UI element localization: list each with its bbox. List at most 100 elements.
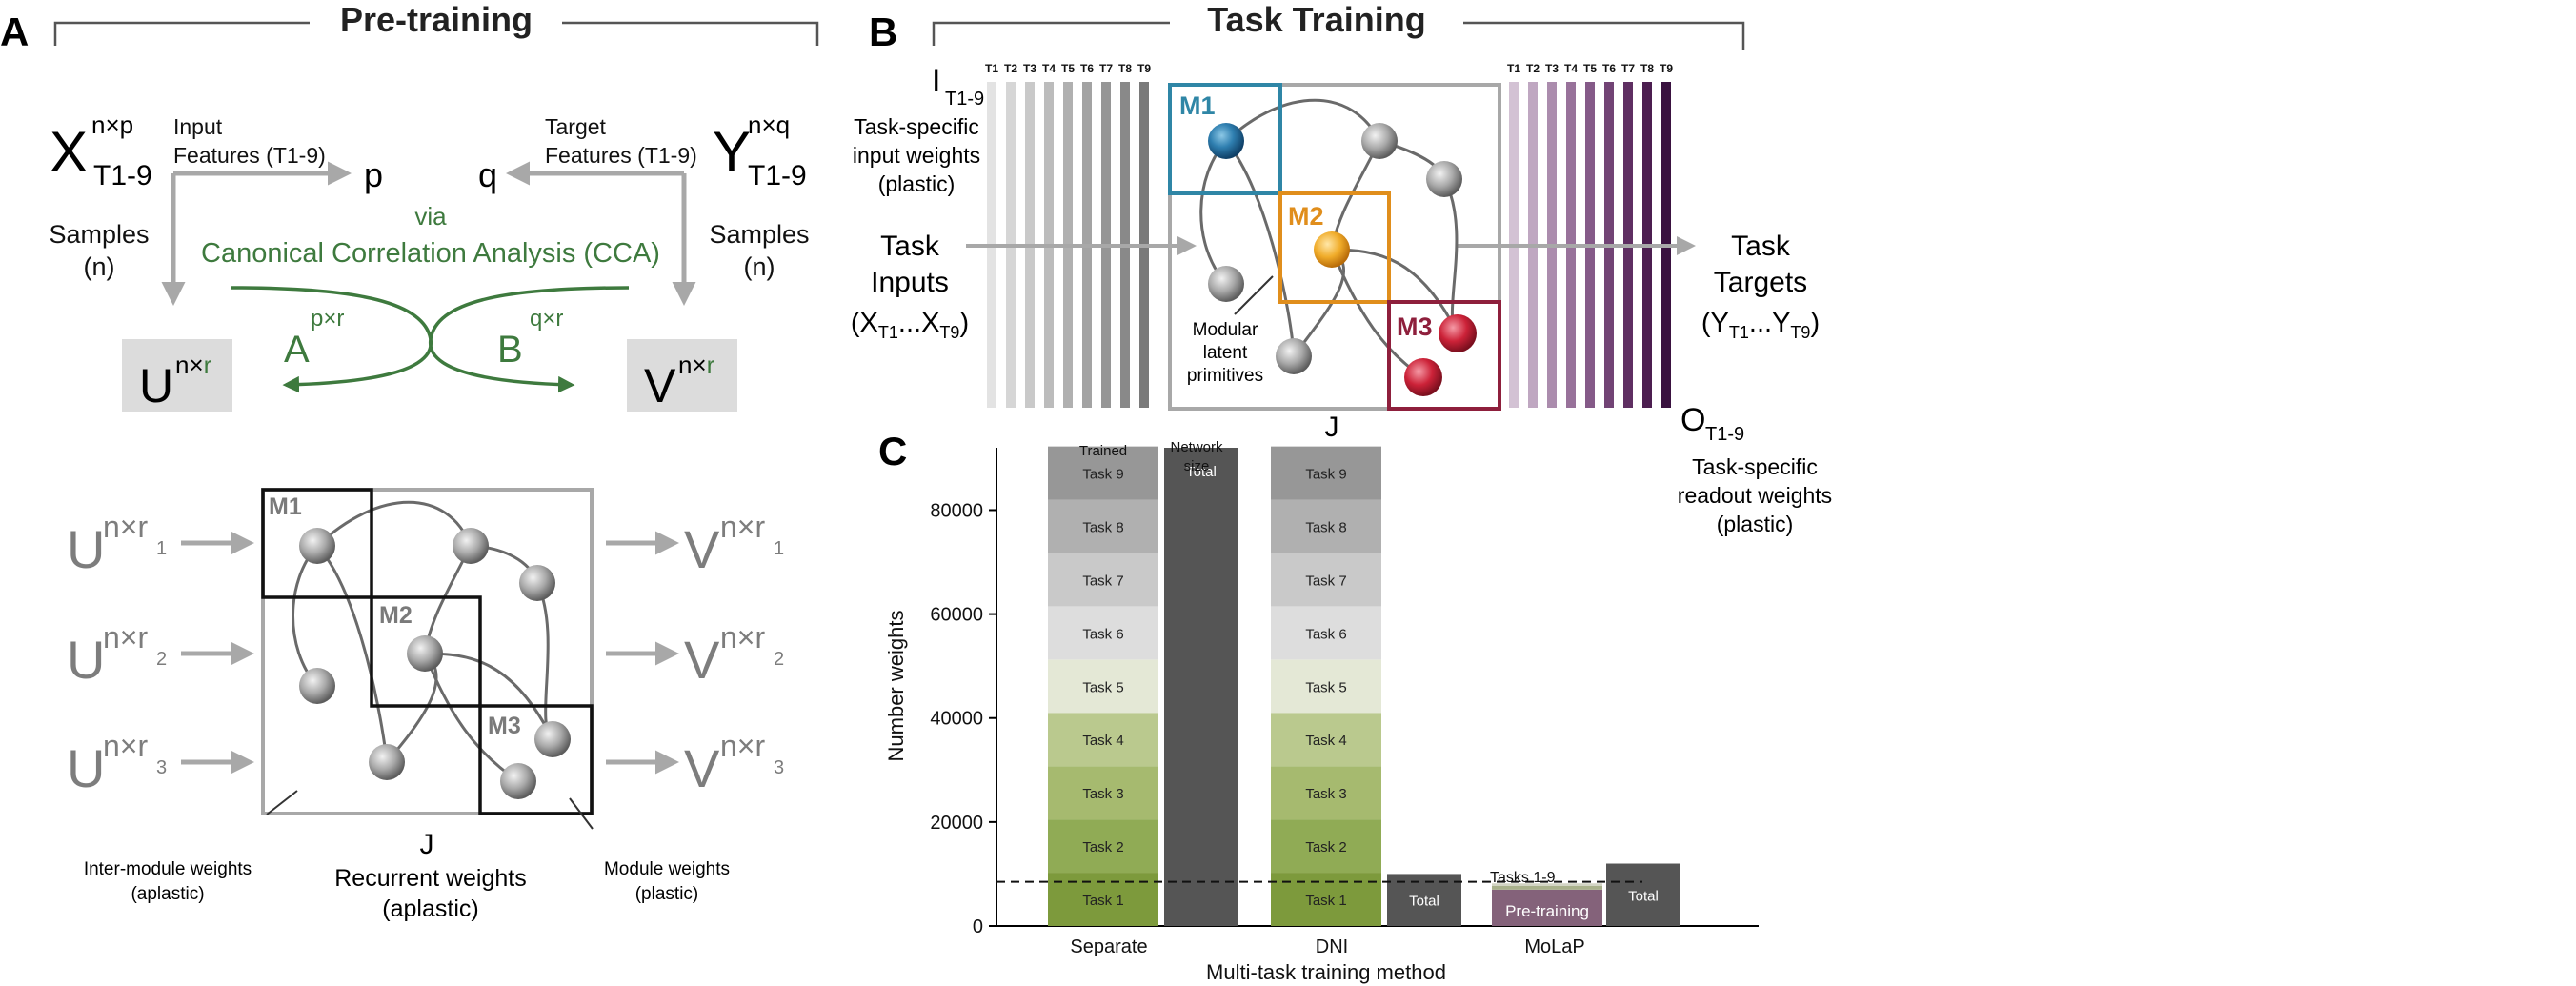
input-task-ticks: T1 T2 T3 T4 T5 T6 T7 T8 T9 [985, 62, 1151, 75]
input-task-tick: T1 [985, 62, 998, 75]
y-tick-label: 60000 [930, 605, 983, 626]
input-task-tick: T2 [1004, 62, 1017, 75]
node [299, 668, 335, 704]
x-category-label: MoLaP [1524, 936, 1584, 957]
task-targets-line1: Task [1731, 231, 1791, 262]
task-inputs-line3: (XT1...XT9) [851, 308, 969, 342]
x-symbol: X [50, 120, 88, 184]
a-label: A [284, 329, 310, 371]
via-label: via [414, 202, 447, 231]
o-symbol: O [1680, 402, 1705, 438]
modular-line2: latent [1203, 343, 1248, 363]
node [453, 528, 489, 564]
panel-c: C 0 20000 40000 60000 80000 Number weights Mul… [878, 429, 1759, 984]
i-subscript: T1-9 [945, 89, 984, 110]
v-row-3-symbol: V [684, 738, 720, 798]
input-task-tick: T5 [1061, 62, 1075, 75]
panel-b-title-bracket [932, 21, 1745, 50]
u-row-1: U n×r 1 [67, 510, 254, 579]
node [1276, 338, 1312, 374]
output-task-tick: T5 [1583, 62, 1597, 75]
panel-b-letter: B [869, 10, 897, 54]
stacked-bar-segment [1492, 885, 1602, 890]
chart-network-size-line2: size [1184, 458, 1210, 474]
node [299, 528, 335, 564]
output-task-tick: T6 [1602, 62, 1616, 75]
node [369, 744, 405, 780]
bar-segment-label: Task 7 [1082, 573, 1123, 589]
stacked-bar-segment [1048, 659, 1158, 714]
recurrent-line1: Recurrent weights [334, 865, 526, 892]
weights-bar-chart: 0 20000 40000 60000 80000 Number weights Multi… [884, 446, 1759, 984]
v-row-1-subscript: 1 [774, 538, 784, 559]
p-label: p [364, 155, 383, 194]
bar-segment-label: Task 3 [1305, 786, 1346, 802]
panel-b-title: Task Training [1207, 0, 1425, 39]
samples-right-line1: Samples [709, 220, 809, 249]
node [519, 565, 555, 601]
y-tick-label: 80000 [930, 500, 983, 521]
output-task-tick: T3 [1545, 62, 1559, 75]
stacked-bar-segment [1271, 713, 1381, 767]
node [1361, 123, 1398, 159]
chart-tasks-1-9-label: Tasks 1-9 [1490, 870, 1556, 886]
bar-segment-label: Task 5 [1305, 679, 1346, 695]
cca-arrow-b [429, 286, 630, 393]
readout-line2: readout weights [1678, 483, 1832, 508]
module-label-m1: M1 [269, 493, 302, 520]
y-subscript: T1-9 [748, 160, 807, 191]
u-row-3: U n×r 3 [67, 729, 254, 798]
bar-segment-label: Task 8 [1305, 520, 1346, 536]
target-features-line1: Target [545, 114, 607, 139]
input-task-tick: T9 [1137, 62, 1151, 75]
cca-label: Canonical Correlation Analysis (CCA) [201, 238, 660, 269]
output-task-tick: T7 [1621, 62, 1635, 75]
stacked-bar-segment [1048, 819, 1158, 874]
stacked-bar-segment [1048, 606, 1158, 660]
readout-line1: Task-specific [1692, 454, 1818, 479]
v-row-1-symbol: V [684, 519, 720, 579]
i-symbol: I [932, 63, 940, 99]
module-box-m1 [261, 488, 373, 599]
bar-segment-label: Task 1 [1305, 893, 1346, 909]
samples-right-line2: (n) [744, 252, 775, 281]
node [1208, 266, 1244, 302]
bar-segment-label: Task 1 [1082, 893, 1123, 909]
module-weights-line1: Module weights [604, 859, 730, 879]
b-label: B [497, 329, 523, 371]
bar-segment-label: Task 7 [1305, 573, 1346, 589]
b-superscript: q×r [530, 306, 563, 332]
panel-b-network-box [1168, 83, 1501, 411]
u-row-2-subscript: 2 [156, 649, 167, 670]
readout-line3: (plastic) [1717, 512, 1794, 536]
module-label-m3: M3 [488, 713, 521, 739]
u-row-2: U n×r 2 [67, 620, 254, 690]
bar-segment-label: Task 3 [1082, 786, 1123, 802]
chart-trained-label: Trained [1079, 443, 1127, 459]
u-row-3-superscript: n×r [103, 729, 148, 763]
inter-module-line2: (aplastic) [131, 884, 204, 904]
total-bar [1164, 448, 1238, 926]
task-targets-line3: (YT1...YT9) [1701, 308, 1820, 342]
input-features-line2: Features (T1-9) [173, 143, 326, 168]
samples-left-line1: Samples [49, 220, 149, 249]
panel-c-letter: C [878, 429, 907, 473]
stacked-bar-segment [1271, 499, 1381, 553]
stacked-bar-segment [1048, 499, 1158, 553]
output-task-tick: T9 [1660, 62, 1673, 75]
v-row-1: V n×r 1 [606, 510, 784, 579]
bar-segment-label: Task 2 [1305, 839, 1346, 855]
stacked-bar-segment [1492, 883, 1602, 886]
x-category-label: DNI [1316, 936, 1348, 957]
panel-b-nodes [1208, 123, 1477, 396]
input-task-tick: T7 [1099, 62, 1113, 75]
u-box-superscript: n×r [175, 351, 212, 379]
total-bar-label: Total [1186, 464, 1217, 480]
stacked-bar-segment [1048, 446, 1158, 500]
module-label-b-m1: M1 [1179, 91, 1216, 120]
task-inputs-line2: Inputs [871, 267, 949, 298]
input-features-line1: Input [173, 114, 223, 139]
x-subscript: T1-9 [93, 160, 152, 191]
panel-a-title: Pre-training [340, 0, 533, 39]
panel-b: B Task Training T1 T2 T3 T4 T5 T6 T7 T8 T9 T1 T2 T… [851, 0, 1832, 536]
